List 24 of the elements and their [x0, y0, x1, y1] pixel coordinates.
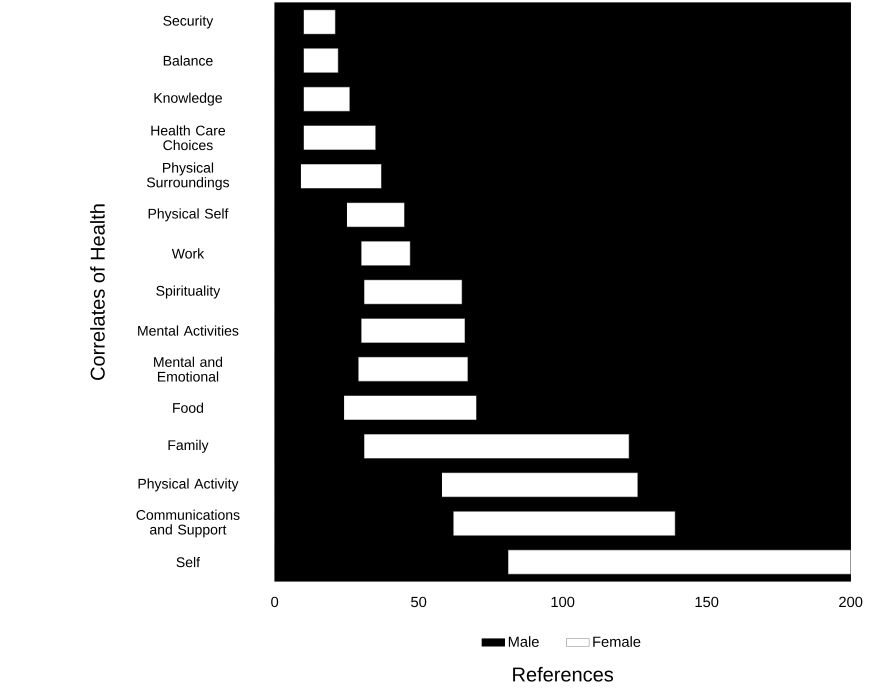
y-tick-label: Spirituality — [156, 285, 220, 299]
y-tick-label: Security — [163, 15, 214, 28]
y-tick-label: Knowledge — [154, 92, 222, 106]
legend-label: Female — [593, 636, 640, 647]
y-axis-title: Correlates of Health — [90, 204, 105, 380]
x-axis-title: References — [513, 666, 614, 682]
y-tick-label: Work — [172, 248, 204, 259]
legend-label: Male — [508, 636, 539, 647]
x-tick-label: 150 — [696, 596, 718, 608]
x-tick-label: 200 — [839, 596, 862, 608]
y-tick-label: Mental Activities — [138, 325, 238, 336]
x-tick-label: 50 — [411, 596, 426, 608]
y-tick-label: Balance — [164, 55, 213, 66]
x-tick-label: 0 — [271, 596, 278, 608]
y-tick-label: Mental and Emotional — [154, 356, 222, 382]
y-tick-label: Health Care Choices — [151, 125, 226, 150]
y-tick-label: Physical Activity — [138, 478, 238, 492]
y-tick-label: Physical Self — [148, 208, 228, 222]
x-tick-label: 100 — [552, 596, 574, 608]
y-tick-label: Food — [173, 402, 204, 413]
y-tick-label: Physical Surroundings — [146, 162, 230, 190]
y-tick-label: Communications and Support — [136, 510, 240, 538]
y-tick-label: Self — [176, 556, 200, 568]
y-tick-label: Family — [168, 440, 209, 453]
